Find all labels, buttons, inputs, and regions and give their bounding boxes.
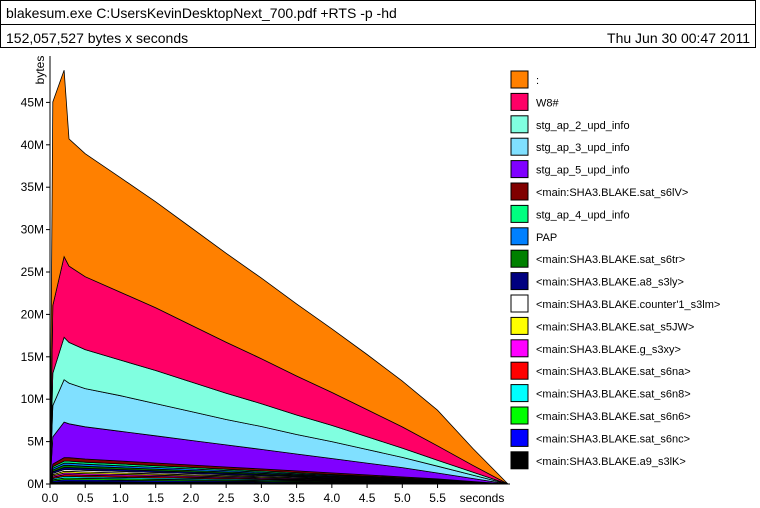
legend-entry: stg_ap_5_upd_info bbox=[510, 160, 630, 179]
x-tick-label: 1.0 bbox=[112, 491, 129, 505]
header-divider bbox=[0, 24, 756, 25]
legend-entry: <main:SHA3.BLAKE.counter'1_s3lm> bbox=[510, 294, 720, 313]
y-tick-label: 25M bbox=[21, 265, 44, 279]
legend-label: <main:SHA3.BLAKE.a9_s3lK> bbox=[536, 456, 686, 468]
y-tick-label: 45M bbox=[21, 95, 44, 109]
legend-entry: <main:SHA3.BLAKE.sat_s6n8> bbox=[510, 384, 691, 403]
program-command-title: blakesum.exe C:UsersKevinDesktopNext_700… bbox=[6, 5, 397, 21]
legend-label: <main:SHA3.BLAKE.sat_s5JW> bbox=[536, 321, 694, 333]
legend-entry: <main:SHA3.BLAKE.sat_s6na> bbox=[510, 361, 691, 380]
run-date: Thu Jun 30 00:47 2011 bbox=[607, 30, 750, 46]
legend-swatch bbox=[510, 294, 529, 313]
y-tick-label: 10M bbox=[21, 392, 44, 406]
legend-swatch bbox=[510, 70, 529, 89]
legend-label: <main:SHA3.BLAKE.sat_s6nc> bbox=[536, 433, 690, 445]
x-axis-label: seconds bbox=[460, 491, 505, 505]
legend-label: <main:SHA3.BLAKE.sat_s6na> bbox=[536, 366, 691, 378]
x-tick-label: 5.0 bbox=[394, 491, 411, 505]
legend-label: <main:SHA3.BLAKE.g_s3xy> bbox=[536, 344, 681, 356]
legend-label: stg_ap_4_upd_info bbox=[536, 209, 630, 221]
x-tick-label: 3.0 bbox=[253, 491, 270, 505]
legend-label: <main:SHA3.BLAKE.sat_s6tr> bbox=[536, 254, 685, 266]
legend-swatch bbox=[510, 384, 529, 403]
y-tick-label: 40M bbox=[21, 138, 44, 152]
legend-label: <main:SHA3.BLAKE.sat_s6n6> bbox=[536, 411, 691, 423]
legend-entry: <main:SHA3.BLAKE.a8_s3ly> bbox=[510, 272, 684, 291]
legend-label: <main:SHA3.BLAKE.a8_s3ly> bbox=[536, 277, 684, 289]
legend-swatch bbox=[510, 272, 529, 291]
legend-entry: <main:SHA3.BLAKE.sat_s6tr> bbox=[510, 249, 685, 268]
legend-label: stg_ap_2_upd_info bbox=[536, 120, 630, 132]
y-tick-label: 15M bbox=[21, 350, 44, 364]
legend-entry: PAP bbox=[510, 227, 557, 246]
legend-swatch bbox=[510, 160, 529, 179]
total-bytes-seconds: 152,057,527 bytes x seconds bbox=[6, 30, 189, 46]
legend-label: W8# bbox=[536, 97, 560, 109]
legend-entry: <main:SHA3.BLAKE.sat_s6lV> bbox=[510, 182, 688, 201]
x-tick-label: 2.5 bbox=[218, 491, 235, 505]
x-tick-label: 4.0 bbox=[324, 491, 341, 505]
legend-label: <main:SHA3.BLAKE.sat_s6n8> bbox=[536, 389, 691, 401]
stacked-areas bbox=[48, 70, 509, 485]
legend-entry: <main:SHA3.BLAKE.sat_s6n6> bbox=[510, 406, 691, 425]
x-tick-label: 3.5 bbox=[288, 491, 305, 505]
legend-entry: <main:SHA3.BLAKE.sat_s5JW> bbox=[510, 316, 694, 335]
legend-entry: <main:SHA3.BLAKE.sat_s6nc> bbox=[510, 428, 690, 447]
legend-label: stg_ap_5_upd_info bbox=[536, 165, 630, 177]
x-tick-label: 5.5 bbox=[429, 491, 446, 505]
legend-swatch bbox=[510, 339, 529, 358]
y-tick-label: 0M bbox=[27, 477, 44, 491]
legend: : W8# stg_ap_2_upd_info stg_ap_3_upd_infost… bbox=[510, 70, 720, 470]
legend-swatch bbox=[510, 92, 529, 111]
x-tick-label: 4.5 bbox=[359, 491, 376, 505]
y-tick-label: 30M bbox=[21, 223, 44, 237]
legend-swatch bbox=[510, 137, 529, 156]
legend-swatch bbox=[510, 406, 529, 425]
legend-label: <main:SHA3.BLAKE.counter'1_s3lm> bbox=[536, 299, 720, 311]
axes: 0M 5M 10M 15M 20M 25M 30M 35M 40M 45M 0.0 0.5 1.0 1.5… bbox=[21, 56, 510, 505]
legend-label: : bbox=[536, 75, 539, 87]
legend-swatch bbox=[510, 204, 529, 223]
legend-entry: <main:SHA3.BLAKE.g_s3xy> bbox=[510, 339, 681, 358]
legend-swatch bbox=[510, 316, 529, 335]
y-axis-label: bytes bbox=[33, 56, 47, 85]
legend-swatch bbox=[510, 249, 529, 268]
x-tick-label: 0.0 bbox=[42, 491, 59, 505]
x-tick-label: 1.5 bbox=[147, 491, 164, 505]
legend-swatch bbox=[510, 361, 529, 380]
legend-entry: stg_ap_2_upd_info bbox=[510, 115, 630, 134]
x-tick-label: 0.5 bbox=[77, 491, 94, 505]
legend-swatch bbox=[510, 227, 529, 246]
legend-entry: stg_ap_4_upd_info bbox=[510, 204, 630, 223]
legend-swatch bbox=[510, 428, 529, 447]
legend-swatch bbox=[510, 115, 529, 134]
y-tick-label: 35M bbox=[21, 180, 44, 194]
legend-label: PAP bbox=[536, 232, 557, 244]
legend-swatch bbox=[510, 451, 529, 470]
legend-entry: stg_ap_3_upd_info bbox=[510, 137, 630, 156]
legend-entry: : bbox=[510, 70, 539, 89]
y-tick-label: 20M bbox=[21, 307, 44, 321]
legend-swatch bbox=[510, 182, 529, 201]
x-tick-label: 2.0 bbox=[183, 491, 200, 505]
legend-entry: W8# bbox=[510, 92, 560, 111]
legend-label: <main:SHA3.BLAKE.sat_s6lV> bbox=[536, 187, 688, 199]
legend-entry: <main:SHA3.BLAKE.a9_s3lK> bbox=[510, 451, 686, 470]
y-tick-label: 5M bbox=[27, 435, 44, 449]
legend-label: stg_ap_3_upd_info bbox=[536, 142, 630, 154]
